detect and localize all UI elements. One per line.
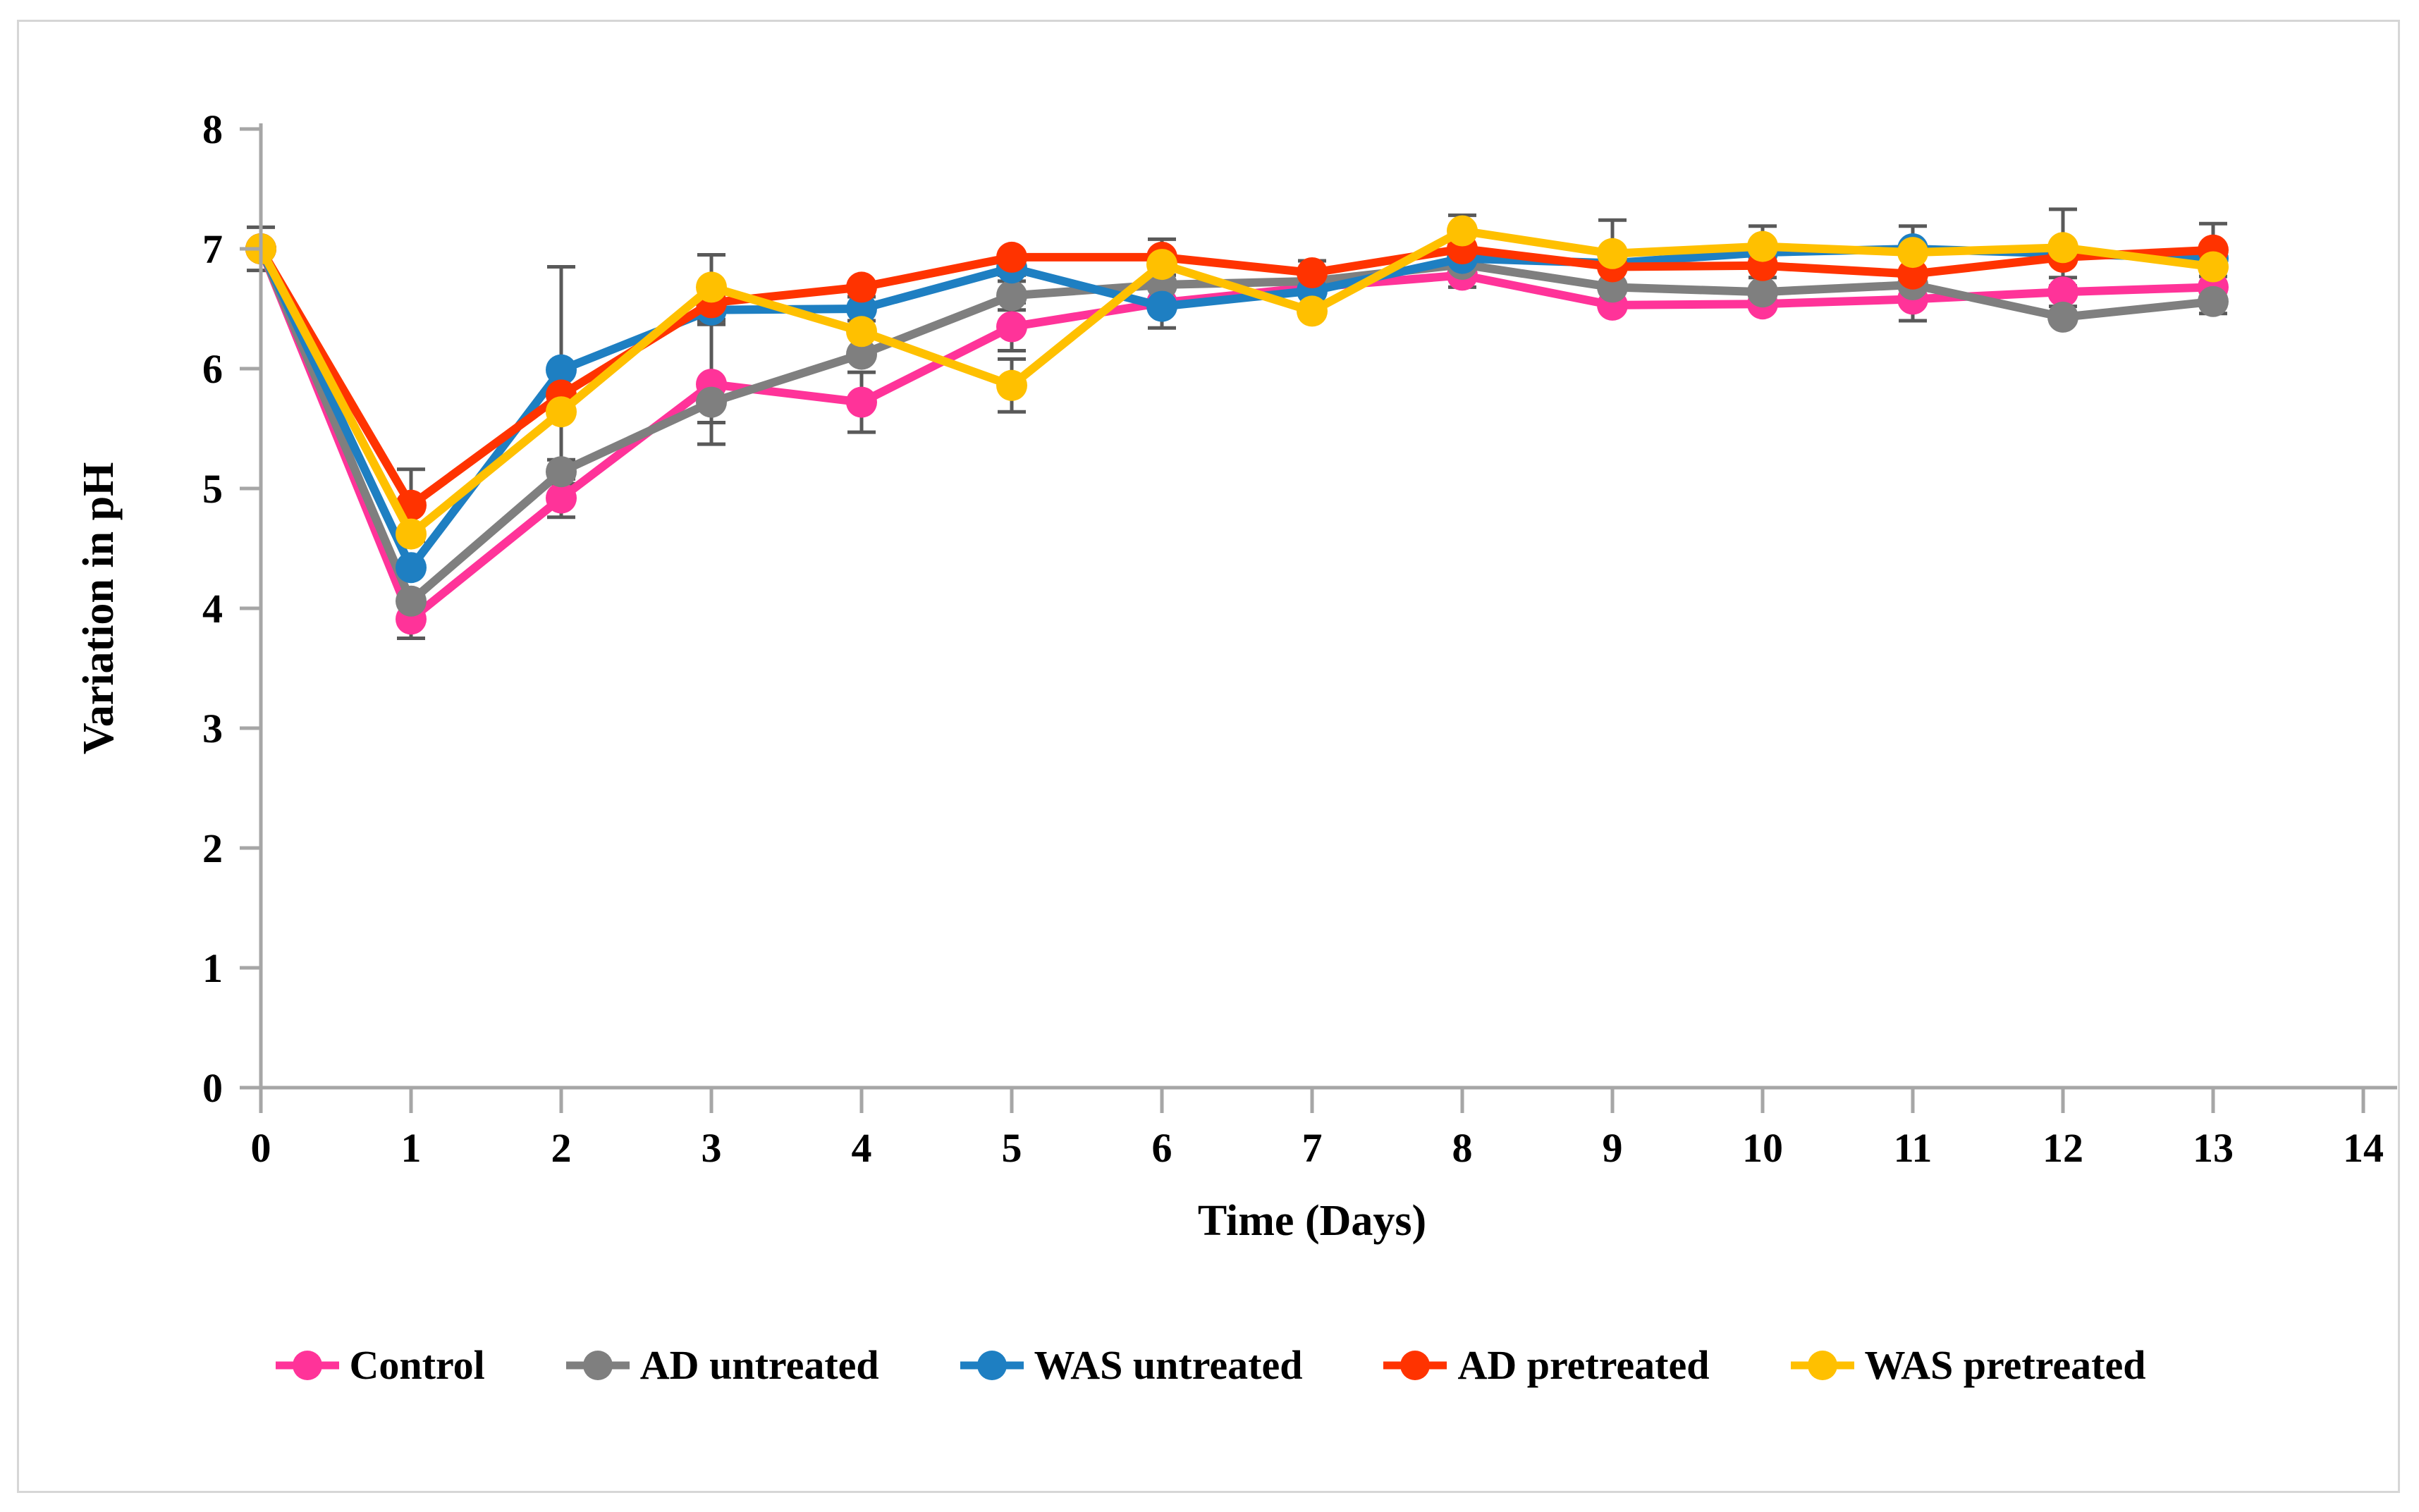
- data-point-ad-untreated-day4: [846, 338, 877, 370]
- legend-marker-icon-was-untreated: [960, 1351, 1024, 1380]
- x-tick-label-8: 8: [1452, 1125, 1473, 1171]
- legend-marker-icon-ad-untreated: [565, 1351, 630, 1380]
- legend-marker-icon-ad-pretreated: [1383, 1351, 1447, 1380]
- data-point-was-pretreated-day2: [546, 396, 577, 428]
- y-tick-label-5: 5: [202, 466, 223, 512]
- x-tick-label-3: 3: [702, 1125, 722, 1171]
- x-tick-label-13: 13: [2193, 1125, 2234, 1171]
- x-tick-label-12: 12: [2043, 1125, 2083, 1171]
- legend-item-was-pretreated: WAS pretreated: [1789, 1342, 2146, 1388]
- data-point-control-day2: [546, 482, 577, 514]
- data-point-control-day4: [846, 386, 877, 418]
- y-tick-label-2: 2: [202, 825, 223, 871]
- legend-dot-control: [292, 1351, 322, 1380]
- data-point-was-pretreated-day13: [2198, 251, 2229, 283]
- series-line-ad-pretreated: [257, 245, 2217, 510]
- legend-dot-was-untreated: [976, 1351, 1007, 1380]
- x-tick-label-6: 6: [1152, 1125, 1172, 1171]
- x-axis-title: Time (Days): [1198, 1197, 1426, 1245]
- x-tick-label-0: 0: [251, 1125, 271, 1171]
- data-point-ad-untreated-day10: [1747, 276, 1778, 308]
- data-point-was-pretreated-day10: [1747, 231, 1778, 262]
- data-point-was-untreated-day2: [546, 354, 577, 386]
- legend-dot-was-pretreated: [1807, 1351, 1837, 1380]
- series-markers-ad-pretreated: [245, 233, 2229, 521]
- legend-dot-ad-untreated: [582, 1351, 613, 1380]
- y-tick-label-1: 1: [202, 945, 223, 991]
- legend-label-was-untreated: WAS untreated: [1034, 1342, 1303, 1388]
- data-point-ad-pretreated-day11: [1897, 258, 1928, 290]
- data-point-ad-untreated-day5: [996, 280, 1027, 312]
- legend-item-ad-untreated: AD untreated: [564, 1345, 879, 1386]
- data-point-was-untreated-day1: [396, 552, 427, 584]
- data-point-was-untreated-day4: [846, 293, 877, 324]
- series-line-ad-untreated: [257, 245, 2217, 606]
- axes-group: [240, 123, 2397, 1113]
- legend-label-ad-pretreated: AD pretreated: [1457, 1342, 1710, 1388]
- data-point-ad-untreated-day12: [2047, 301, 2078, 333]
- data-point-ad-untreated-day13: [2198, 285, 2229, 317]
- data-point-control-day5: [996, 311, 1027, 343]
- y-tick-label-7: 7: [202, 226, 223, 272]
- chart-legend: Control AD untreated WAS untreated AD pretr…: [0, 1345, 2419, 1386]
- legend-label-control: Control: [349, 1342, 485, 1388]
- data-point-was-pretreated-day7: [1297, 295, 1328, 327]
- data-point-ad-pretreated-day7: [1297, 257, 1328, 288]
- x-tick-label-5: 5: [1002, 1125, 1022, 1171]
- y-tick-label-6: 6: [202, 346, 223, 392]
- data-point-was-pretreated-day9: [1597, 238, 1628, 269]
- series-line-was-pretreated: [257, 226, 2217, 539]
- x-tick-label-10: 10: [1742, 1125, 1783, 1171]
- data-point-was-pretreated-day8: [1447, 215, 1478, 247]
- data-point-was-pretreated-day11: [1897, 237, 1928, 269]
- data-point-control-day12: [2047, 276, 2078, 308]
- x-tick-label-14: 14: [2343, 1125, 2384, 1171]
- legend-dot-ad-pretreated: [1400, 1351, 1431, 1380]
- x-tick-label-2: 2: [551, 1125, 572, 1171]
- legend-marker-icon-control: [275, 1351, 339, 1380]
- data-point-was-pretreated-day6: [1146, 249, 1177, 281]
- y-tick-label-8: 8: [202, 106, 223, 152]
- legend-marker-icon-was-pretreated: [1790, 1351, 1854, 1380]
- data-point-was-pretreated-day1: [396, 518, 427, 550]
- legend-label-was-pretreated: WAS pretreated: [1864, 1342, 2146, 1388]
- data-point-ad-untreated-day1: [396, 585, 427, 617]
- data-point-ad-pretreated-day5: [996, 241, 1027, 273]
- x-tick-label-9: 9: [1603, 1125, 1623, 1171]
- legend-item-was-untreated: WAS untreated: [958, 1342, 1303, 1388]
- legend-item-control: Control: [274, 1345, 485, 1386]
- y-tick-label-3: 3: [202, 706, 223, 751]
- legend-item-ad-pretreated: AD pretreated: [1381, 1342, 1710, 1388]
- y-tick-label-0: 0: [202, 1065, 223, 1111]
- data-point-was-untreated-day6: [1146, 290, 1177, 322]
- x-tick-label-7: 7: [1302, 1125, 1323, 1171]
- data-point-was-pretreated-day3: [696, 271, 727, 303]
- legend-label-ad-untreated: AD untreated: [639, 1342, 879, 1388]
- x-tick-label-1: 1: [401, 1125, 422, 1171]
- data-point-was-pretreated-day4: [846, 316, 877, 348]
- data-point-was-pretreated-day12: [2047, 232, 2078, 264]
- data-point-ad-untreated-day2: [546, 456, 577, 488]
- x-tick-label-11: 11: [1894, 1125, 1933, 1171]
- y-tick-label-4: 4: [202, 586, 223, 632]
- x-tick-label-4: 4: [852, 1125, 872, 1171]
- data-point-ad-untreated-day3: [696, 386, 727, 418]
- data-point-ad-pretreated-day4: [846, 271, 877, 303]
- data-point-was-pretreated-day5: [996, 369, 1027, 401]
- y-axis-title: Variation in pH: [75, 462, 123, 755]
